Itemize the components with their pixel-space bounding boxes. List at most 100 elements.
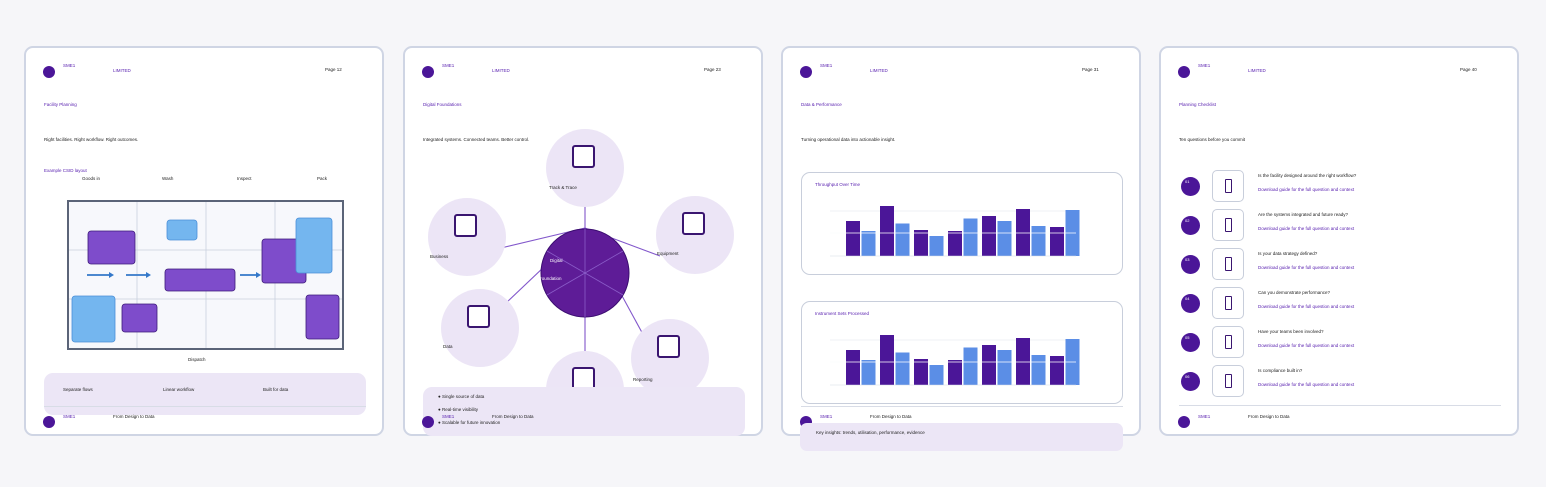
download-link[interactable]: Download guide for the full question and… [1258, 265, 1355, 270]
bar-light [929, 365, 944, 385]
node-label: Track & Trace [549, 185, 577, 190]
brand-limited: LIMITED [113, 68, 131, 73]
insights-text: Key insights: trends, utilisation, perfo… [816, 430, 925, 435]
brand-name: SME1 [63, 63, 76, 68]
bar-dark [914, 359, 928, 385]
band-item: Separate flows [63, 387, 93, 392]
facility-layout-diagram [67, 200, 344, 350]
node-reporting [631, 319, 709, 397]
footer-tagline: From Design to Data [870, 414, 912, 419]
throughput-bar-chart [830, 206, 1080, 257]
document-icon [1212, 365, 1244, 397]
item-number-badge: 05 [1181, 333, 1200, 352]
band-item: Built for data [263, 387, 289, 392]
page-data-performance: SME1 LIMITED Page 31 Data & Performance … [781, 46, 1141, 436]
footer-logo [43, 416, 55, 428]
page-number: Page 23 [704, 67, 721, 72]
checklist-item[interactable]: 02 Are the systems integrated and future… [1161, 209, 1521, 245]
question-text: Is compliance built in? [1258, 368, 1303, 373]
node-equipment [656, 196, 734, 274]
question-text: Is your data strategy defined? [1258, 251, 1318, 256]
question-text: Can you demonstrate performance? [1258, 290, 1331, 295]
section-title: Planning Checklist [1179, 102, 1217, 107]
brand-name: SME1 [820, 63, 833, 68]
bar-light [861, 360, 876, 385]
page-number: Page 12 [325, 67, 342, 72]
bar-light [1031, 355, 1046, 385]
footer-tagline: From Design to Data [492, 414, 534, 419]
brand-logo [1178, 66, 1190, 78]
download-link[interactable]: Download guide for the full question and… [1258, 187, 1355, 192]
bar-dark [1016, 209, 1030, 256]
node-icon [572, 145, 595, 168]
insights-band: Key insights: trends, utilisation, perfo… [800, 423, 1123, 451]
bar-dark [982, 345, 996, 385]
zone-label: Pack [317, 176, 328, 181]
page-number: Page 31 [1082, 67, 1099, 72]
bar-dark [914, 230, 928, 256]
bar-light [895, 352, 910, 385]
node-label: Reporting [633, 377, 653, 382]
bullet-band: ● Single source of data ● Real-time visi… [423, 387, 745, 436]
download-link[interactable]: Download guide for the full question and… [1258, 343, 1355, 348]
bar-dark [982, 216, 996, 256]
checklist-item[interactable]: 03 Is your data strategy defined? Downlo… [1161, 248, 1521, 284]
zone-label: Wash [162, 176, 174, 181]
brand-logo [422, 66, 434, 78]
download-link[interactable]: Download guide for the full question and… [1258, 304, 1355, 309]
document-icon [1212, 209, 1244, 241]
footer-tagline: From Design to Data [1248, 414, 1290, 419]
checklist-item[interactable]: 06 Is compliance built in? Download guid… [1161, 365, 1521, 401]
bar-light [929, 236, 944, 256]
brand-name: SME1 [1198, 63, 1211, 68]
bar-light [997, 350, 1012, 385]
page-facility-planning: SME1 LIMITED Page 12 Facility Planning R… [24, 46, 384, 436]
feature-band: Separate flows Linear workflow Built for… [44, 373, 366, 415]
checklist-item[interactable]: 01 Is the facility designed around the r… [1161, 170, 1521, 206]
bar-dark [1050, 356, 1064, 385]
document-icon [1212, 287, 1244, 319]
bar-light [963, 347, 978, 385]
question-text: Have your teams been involved? [1258, 329, 1324, 334]
chart-title: Throughput Over Time [815, 182, 861, 187]
bar-light [1031, 226, 1046, 256]
brand-name: SME1 [442, 63, 455, 68]
item-number-badge: 06 [1181, 372, 1200, 391]
footer-logo [1178, 416, 1190, 428]
download-link[interactable]: Download guide for the full question and… [1258, 382, 1355, 387]
question-text: Is the facility designed around the righ… [1258, 173, 1357, 178]
node-label: Business [430, 254, 449, 259]
section-title: Data & Performance [801, 102, 842, 107]
footer-brand: SME1 [1198, 414, 1211, 419]
page-number: Page 40 [1460, 67, 1477, 72]
node-icon [454, 214, 477, 237]
bar-dark [880, 206, 894, 256]
question-text: Are the systems integrated and future re… [1258, 212, 1349, 217]
document-icon [1212, 326, 1244, 358]
footer-brand: SME1 [820, 414, 833, 419]
bullet-item: ● Single source of data [438, 394, 485, 399]
chart-card-throughput: Throughput Over Time [801, 172, 1123, 275]
item-number-badge: 02 [1181, 216, 1200, 235]
checklist-item[interactable]: 05 Have your teams been involved? Downlo… [1161, 326, 1521, 362]
item-number-badge: 01 [1181, 177, 1200, 196]
bar-dark [1016, 338, 1030, 385]
brand-limited: LIMITED [492, 68, 510, 73]
node-icon [467, 305, 490, 328]
bullet-item: ● Real-time visibility [438, 407, 478, 412]
footer-brand: SME1 [442, 414, 455, 419]
page-digital-foundations: SME1 LIMITED Page 23 Digital Foundations… [403, 46, 763, 436]
item-number-badge: 04 [1181, 294, 1200, 313]
node-business [428, 198, 506, 276]
bar-dark [880, 335, 894, 385]
bar-dark [846, 350, 860, 385]
bar-dark [1050, 227, 1064, 256]
chart-card-instrument-sets: Instrument Sets Processed [801, 301, 1123, 404]
digital-foundation-hub [540, 228, 630, 318]
node-track-trace [546, 129, 624, 207]
document-icon [1212, 248, 1244, 280]
checklist-item[interactable]: 04 Can you demonstrate performance? Down… [1161, 287, 1521, 323]
brand-logo [800, 66, 812, 78]
bar-dark [948, 231, 962, 256]
download-link[interactable]: Download guide for the full question and… [1258, 226, 1355, 231]
